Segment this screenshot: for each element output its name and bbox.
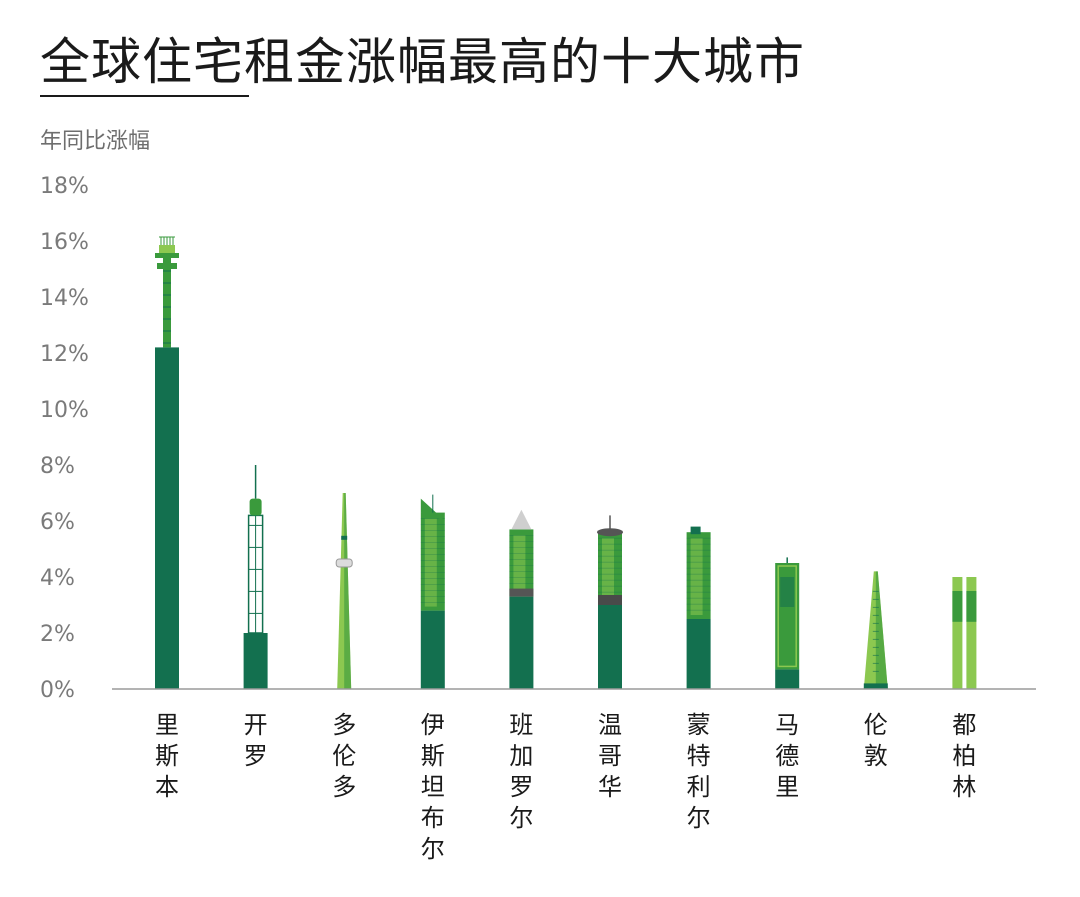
y-tick-label: 18% xyxy=(40,174,89,199)
building-roof xyxy=(690,526,701,535)
building-glass xyxy=(602,538,614,601)
tower-shaft-shade xyxy=(344,493,352,689)
y-axis-ticks: 0% 2% 4% 6% 8% 10% 12% 14% 16% 18% xyxy=(40,174,89,703)
building-band xyxy=(598,595,622,605)
city-label-10-char: 柏 xyxy=(952,742,976,770)
city-label-7-char: 尔 xyxy=(687,804,711,832)
bar-base xyxy=(686,619,711,689)
y-tick-label: 0% xyxy=(40,678,75,703)
city-label-6-char: 华 xyxy=(598,773,622,801)
bar-base xyxy=(775,669,800,689)
tower-body xyxy=(966,577,977,689)
bar-2 xyxy=(243,465,268,689)
city-label-7-char: 利 xyxy=(687,773,711,801)
bar-base xyxy=(243,633,268,689)
tower-pod xyxy=(335,558,353,568)
city-label-7-char: 特 xyxy=(687,742,711,770)
tower-top xyxy=(249,498,262,516)
city-label-3-char: 多 xyxy=(332,711,356,739)
city-label-2-char: 开 xyxy=(244,711,268,739)
building-roof xyxy=(420,498,445,521)
y-tick-label: 6% xyxy=(40,510,75,535)
tower-mast xyxy=(163,253,171,348)
bar-8 xyxy=(775,557,800,689)
city-label-9-char: 伦 xyxy=(864,711,888,739)
tower-platform xyxy=(155,253,179,258)
tower-body xyxy=(952,577,963,689)
tower-shade xyxy=(952,591,963,622)
bar-base xyxy=(420,610,445,689)
bar-base xyxy=(598,605,622,689)
y-tick-label: 4% xyxy=(40,566,75,591)
building-glass xyxy=(690,538,703,615)
city-label-3-char: 多 xyxy=(332,773,356,801)
y-tick-label: 10% xyxy=(40,398,89,423)
city-label-6-char: 哥 xyxy=(598,742,622,770)
bar-base xyxy=(155,347,179,689)
building-glass xyxy=(513,535,526,593)
city-label-8-char: 德 xyxy=(775,742,799,770)
city-label-4-char: 布 xyxy=(421,804,445,832)
city-label-3-char: 伦 xyxy=(332,742,356,770)
city-label-10-char: 林 xyxy=(952,773,976,801)
city-label-5-char: 尔 xyxy=(509,804,533,832)
tower-cap xyxy=(159,245,175,253)
y-tick-label: 8% xyxy=(40,454,75,479)
city-label-1-char: 本 xyxy=(155,773,179,801)
city-label-4-char: 坦 xyxy=(421,773,445,801)
city-label-10-char: 都 xyxy=(952,711,976,739)
city-label-9-char: 敦 xyxy=(864,742,888,770)
bar-10 xyxy=(952,577,977,689)
tower-platform xyxy=(157,263,177,269)
city-label-5-char: 罗 xyxy=(509,773,533,801)
y-tick-label: 12% xyxy=(40,342,89,367)
bar-3 xyxy=(335,493,353,689)
city-label-6-char: 温 xyxy=(598,711,622,739)
bars-group xyxy=(155,236,977,689)
city-label-8-char: 马 xyxy=(775,711,799,739)
building-glass xyxy=(424,518,437,607)
building-frame xyxy=(777,565,797,668)
bar-base xyxy=(509,596,534,689)
city-label-1-char: 斯 xyxy=(155,742,179,770)
city-label-5-char: 加 xyxy=(509,742,533,770)
bar-4 xyxy=(420,494,445,689)
bar-9 xyxy=(863,571,888,689)
bar-6 xyxy=(597,515,623,689)
city-label-4-char: 尔 xyxy=(421,835,445,863)
y-tick-label: 14% xyxy=(40,286,89,311)
y-tick-label: 16% xyxy=(40,230,89,255)
tower-skypod xyxy=(341,535,348,540)
city-label-4-char: 斯 xyxy=(421,742,445,770)
building-band xyxy=(509,588,534,597)
bar-1 xyxy=(155,236,179,689)
bar-5 xyxy=(509,509,534,689)
city-label-4-char: 伊 xyxy=(421,711,445,739)
city-label-1-char: 里 xyxy=(155,711,179,739)
y-tick-label: 2% xyxy=(40,622,75,647)
city-label-8-char: 里 xyxy=(775,773,799,801)
bar-7 xyxy=(686,526,711,689)
title-underline xyxy=(40,95,249,97)
chart-title: 全球住宅租金涨幅最高的十大城市 xyxy=(40,33,805,91)
city-label-7-char: 蒙 xyxy=(687,711,711,739)
building-spire xyxy=(511,509,532,530)
city-label-5-char: 班 xyxy=(509,711,533,739)
city-label-2-char: 罗 xyxy=(244,742,268,770)
bar-base xyxy=(863,683,888,689)
building-window xyxy=(780,577,795,607)
building-lookout xyxy=(597,528,623,537)
building-shade xyxy=(875,571,888,689)
tower-shade xyxy=(966,591,977,622)
y-axis-label: 年同比涨幅 xyxy=(40,129,150,154)
